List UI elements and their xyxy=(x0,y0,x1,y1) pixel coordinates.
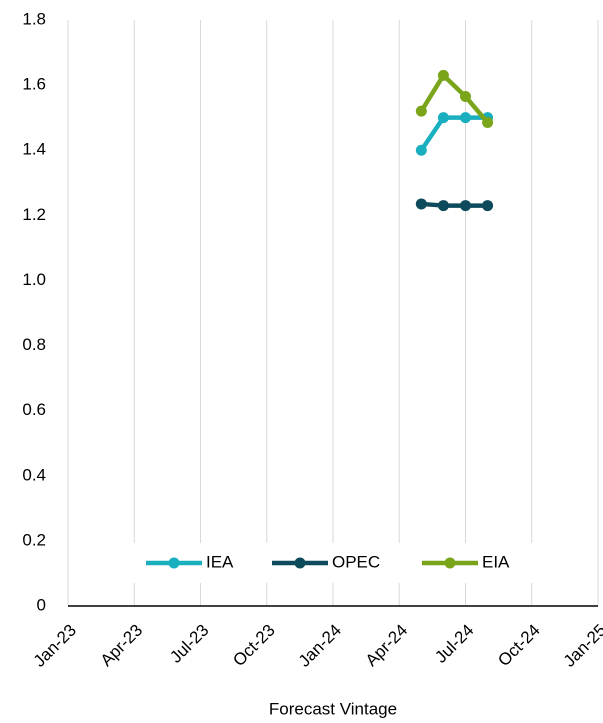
point xyxy=(437,112,449,124)
x-tick-label: Apr-24 xyxy=(362,621,412,671)
point xyxy=(415,105,427,117)
point xyxy=(460,112,471,124)
y-tick-label: 1.4 xyxy=(22,140,46,159)
point xyxy=(437,200,449,212)
point xyxy=(415,144,427,156)
y-tick-label: 1.0 xyxy=(22,270,46,289)
x-tick-label: Jul-23 xyxy=(166,621,212,667)
point xyxy=(460,200,471,212)
point xyxy=(482,117,494,129)
series-line xyxy=(421,201,488,208)
series-line xyxy=(419,115,488,152)
legend-marker xyxy=(444,557,456,569)
x-axis-title: Forecast Vintage xyxy=(269,699,397,718)
y-tick-label: 1.6 xyxy=(22,75,46,94)
series-line xyxy=(419,73,490,125)
x-tick-label: Oct-24 xyxy=(494,621,544,671)
x-tick-label: Jan-25 xyxy=(560,621,603,671)
x-tick-label: Jul-24 xyxy=(431,621,477,667)
y-tick-label: 0.8 xyxy=(22,335,46,354)
point xyxy=(415,198,427,210)
point xyxy=(437,69,449,81)
legend-marker xyxy=(168,557,180,569)
y-tick-label: 0.4 xyxy=(22,465,46,484)
legend-label: IEA xyxy=(206,552,234,571)
y-tick-label: 0 xyxy=(37,595,46,614)
legend-label: OPEC xyxy=(332,552,380,571)
y-tick-label: 1.2 xyxy=(22,205,46,224)
y-tick-label: 0.2 xyxy=(22,530,46,549)
y-tick-label: 1.8 xyxy=(22,9,46,28)
x-tick-label: Oct-23 xyxy=(229,621,279,671)
y-tick-label: 0.6 xyxy=(22,400,46,419)
legend-label: EIA xyxy=(482,552,510,571)
point xyxy=(482,200,494,212)
legend-marker xyxy=(294,557,306,569)
x-tick-label: Jan-23 xyxy=(30,621,80,671)
x-tick-label: Apr-23 xyxy=(97,621,147,671)
x-tick-label: Jan-24 xyxy=(295,621,345,671)
point xyxy=(460,91,471,103)
